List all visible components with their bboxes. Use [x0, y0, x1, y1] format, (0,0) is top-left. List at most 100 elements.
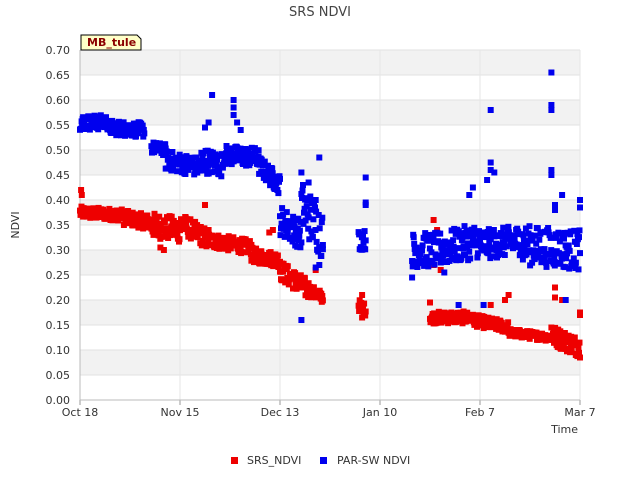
- data-point: [291, 232, 298, 239]
- data-point: [577, 354, 583, 361]
- data-point: [91, 112, 98, 119]
- data-point: [243, 162, 250, 169]
- data-point: [266, 229, 273, 236]
- y-tick-label: 0.35: [46, 219, 71, 232]
- data-point: [285, 281, 292, 288]
- data-point: [230, 104, 237, 111]
- data-point: [316, 154, 323, 161]
- data-point: [179, 166, 186, 173]
- data-point: [430, 234, 437, 241]
- data-point: [362, 308, 369, 315]
- data-point: [560, 251, 566, 258]
- data-point: [319, 293, 326, 299]
- data-point: [489, 253, 496, 260]
- data-point: [567, 228, 574, 235]
- data-point: [261, 252, 268, 258]
- data-point: [549, 251, 556, 258]
- data-point: [478, 319, 485, 326]
- data-point: [283, 209, 290, 216]
- data-point: [359, 314, 366, 321]
- data-point: [446, 257, 453, 264]
- data-point: [490, 227, 497, 233]
- data-point: [487, 167, 494, 173]
- data-point: [120, 222, 127, 228]
- data-point: [151, 149, 158, 156]
- data-point: [310, 284, 317, 291]
- y-tick-label: 0.60: [46, 94, 71, 107]
- data-point: [561, 330, 568, 336]
- y-tick-label: 0.55: [46, 119, 71, 132]
- data-point: [532, 232, 539, 239]
- data-point: [318, 219, 325, 226]
- data-point: [484, 177, 491, 183]
- data-point: [267, 249, 274, 256]
- data-point: [577, 197, 583, 203]
- chart-title: SRS NDVI: [289, 5, 351, 20]
- data-point: [201, 234, 208, 241]
- data-point: [485, 226, 492, 233]
- data-point: [153, 140, 160, 147]
- data-point: [269, 227, 276, 233]
- data-point: [298, 191, 305, 197]
- data-point: [469, 239, 476, 246]
- data-point: [450, 243, 457, 250]
- data-point: [208, 169, 215, 176]
- data-point: [411, 240, 418, 247]
- data-point: [128, 213, 135, 220]
- x-axis-label: Time: [550, 423, 578, 436]
- data-point: [495, 241, 502, 248]
- data-point: [447, 251, 454, 258]
- data-point: [428, 249, 435, 256]
- data-point: [269, 165, 276, 172]
- data-point: [289, 238, 296, 245]
- data-point: [492, 232, 499, 239]
- data-point: [278, 220, 285, 227]
- data-point: [503, 235, 510, 242]
- y-tick-label: 0.40: [46, 194, 71, 207]
- data-point: [519, 256, 526, 263]
- data-point: [176, 151, 183, 158]
- data-point: [524, 237, 530, 244]
- data-point: [520, 232, 527, 239]
- data-point: [466, 248, 473, 255]
- data-point: [576, 227, 583, 234]
- legend-swatch-srs-ndvi: [231, 457, 238, 464]
- data-point: [180, 154, 187, 161]
- data-point: [164, 165, 171, 172]
- y-tick-label: 0.00: [46, 394, 71, 407]
- data-point: [543, 259, 549, 266]
- data-point: [491, 169, 498, 176]
- data-point: [268, 178, 275, 185]
- data-point: [466, 192, 473, 198]
- data-point: [417, 251, 424, 257]
- data-point: [223, 143, 230, 149]
- data-point: [548, 167, 555, 173]
- data-point: [452, 230, 459, 237]
- data-point: [316, 225, 323, 232]
- data-point: [460, 243, 467, 250]
- data-point: [301, 209, 307, 216]
- data-point: [410, 234, 417, 241]
- data-point: [78, 187, 85, 193]
- data-point: [205, 170, 212, 177]
- y-tick-label: 0.30: [46, 244, 71, 257]
- data-point: [225, 160, 232, 167]
- data-point: [425, 263, 432, 270]
- data-point: [162, 141, 169, 148]
- data-point: [186, 154, 192, 161]
- data-point: [129, 126, 136, 133]
- data-point: [548, 107, 555, 113]
- data-point: [472, 242, 479, 249]
- data-point: [455, 245, 462, 252]
- data-point: [197, 224, 204, 230]
- data-point: [139, 122, 146, 129]
- data-point: [174, 232, 181, 239]
- data-point: [291, 223, 298, 230]
- data-point: [520, 237, 527, 244]
- data-point: [305, 214, 312, 221]
- data-point: [270, 174, 277, 181]
- data-point: [409, 258, 416, 264]
- data-point: [294, 243, 301, 250]
- data-point: [432, 251, 439, 258]
- data-point: [456, 317, 463, 324]
